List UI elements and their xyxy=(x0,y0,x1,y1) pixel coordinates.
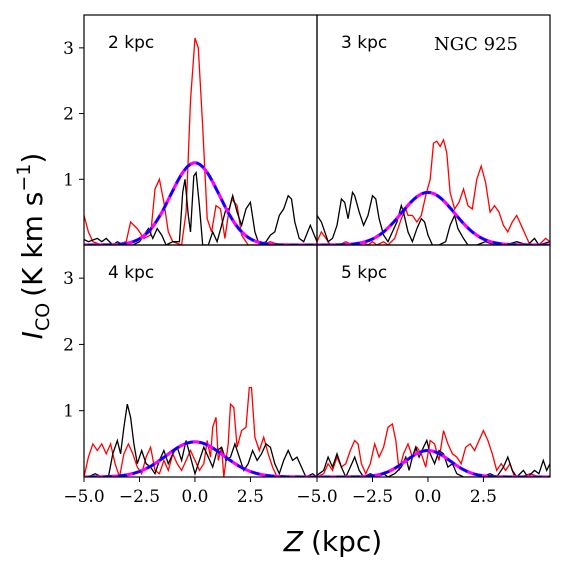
panel-2-label: 3 kpc xyxy=(341,33,387,53)
y-axis-title: ICO (K km s−1) xyxy=(13,153,54,340)
y-axis-subscript: CO xyxy=(32,303,54,331)
y-axis-unit-open: (K km s xyxy=(16,192,49,297)
x-tick-label: −2.5 xyxy=(119,487,160,507)
panel-1-black-profile xyxy=(84,170,317,245)
panel-3-model-magenta xyxy=(84,440,317,477)
panel-4-red-profile xyxy=(317,422,550,477)
x-tick-label: 2.5 xyxy=(237,487,264,507)
x-tick-label: −5.0 xyxy=(63,487,104,507)
panel-1-plot xyxy=(84,37,317,245)
y-tick-label: 1 xyxy=(63,170,74,190)
panel-4-model-blue xyxy=(317,449,550,477)
x-tick-label: 0.0 xyxy=(414,487,441,507)
panel-1-red-profile xyxy=(84,37,317,245)
y-axis-unit-close: ) xyxy=(16,153,49,164)
panels-layer: 2 kpc 3 kpc 4 kpc 5 kpc xyxy=(83,14,551,478)
y-tick-label: 2 xyxy=(63,335,74,355)
axes-layer: 1 2 3 1 2 3 −5.0 −2.5 0.0 2.5 −5.0 −2.5 0.0 2.5 xyxy=(63,39,497,507)
panel-2-black-profile xyxy=(317,190,550,245)
panel-2-plot xyxy=(317,138,550,245)
panel-4-black-profile xyxy=(317,438,550,477)
x-tick-label: −2.5 xyxy=(352,487,393,507)
svg-text:ICO(K km s−1): ICO (K km s−1) xyxy=(13,153,54,340)
y-axis-symbol: I xyxy=(16,331,49,339)
panel-4-frame xyxy=(316,244,551,478)
panel-1-label: 2 kpc xyxy=(108,33,154,53)
x-axis-unit: (kpc) xyxy=(311,525,382,558)
x-tick-label: 0.0 xyxy=(181,487,208,507)
galaxy-label: NGC 925 xyxy=(434,34,518,55)
panel-4-label: 5 kpc xyxy=(341,263,387,283)
panel-3-plot xyxy=(84,386,317,477)
y-tick-label: 3 xyxy=(63,269,74,289)
x-tick-label: 2.5 xyxy=(470,487,497,507)
x-axis-title: Z (kpc) xyxy=(283,525,382,558)
panel-3-black-profile xyxy=(84,403,317,477)
y-axis-unit-sup: −1 xyxy=(13,164,35,192)
y-tick-label: 2 xyxy=(63,105,74,125)
x-tick-label: −5.0 xyxy=(296,487,337,507)
x-axis-symbol: Z xyxy=(283,525,304,558)
panel-3-label: 4 kpc xyxy=(108,263,154,283)
y-tick-label: 1 xyxy=(63,402,74,422)
y-tick-label: 3 xyxy=(63,39,74,59)
panel-4-plot xyxy=(317,422,550,477)
panel-3-red-profile xyxy=(84,386,317,477)
